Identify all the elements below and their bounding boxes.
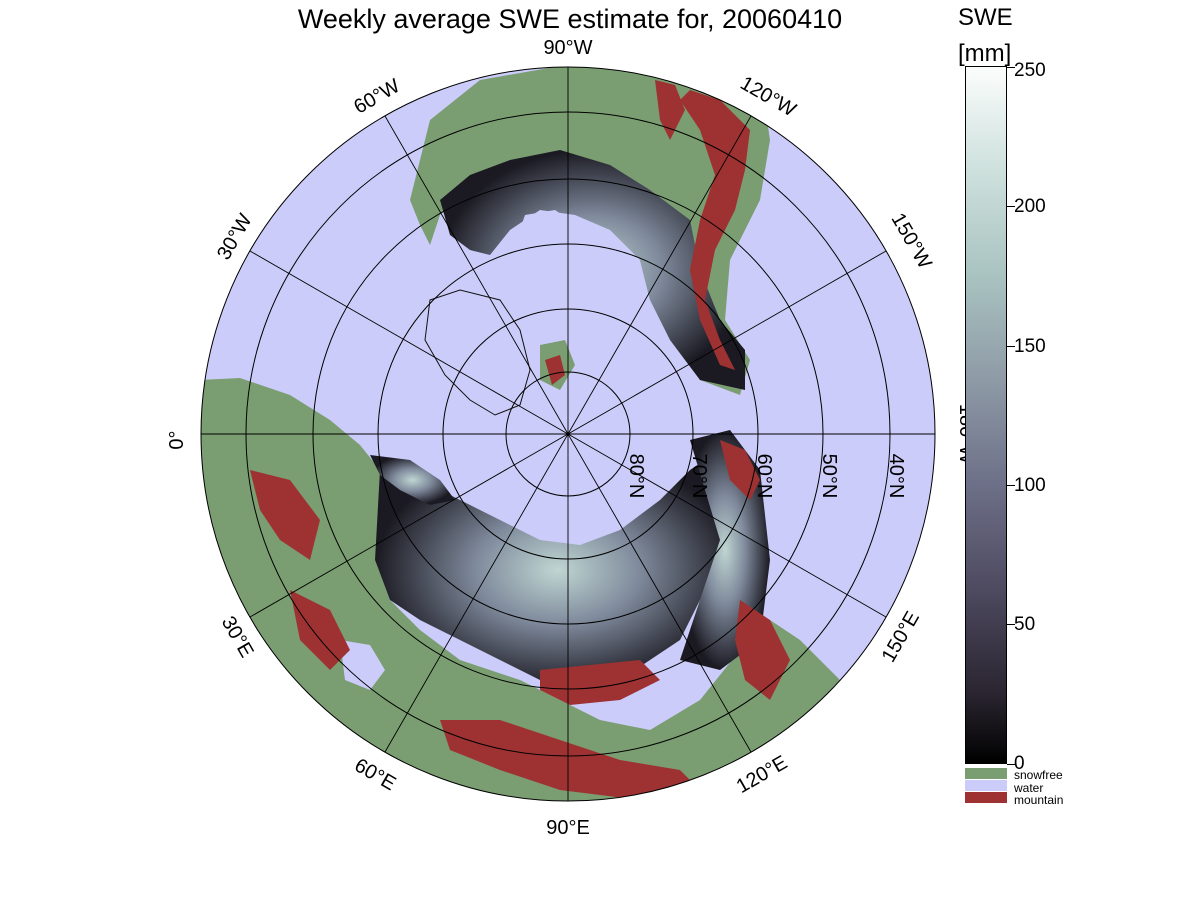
map-title: Weekly average SWE estimate for, 2006041… [297, 4, 843, 34]
eurasia-mountain-3 [250, 470, 320, 560]
colorbar-tick-150 [1007, 346, 1015, 347]
colorbar-label-250: 250 [1014, 60, 1046, 81]
lon-label-90e: 90°E [546, 817, 590, 839]
colorbar-tick-0 [1007, 764, 1015, 765]
colorbar-tick-100 [1007, 485, 1015, 486]
legend-swatch-snowfree [965, 768, 1007, 779]
arctic-mountain [545, 355, 565, 385]
inland-sea [340, 640, 385, 690]
lat-label-70n: 70°N [688, 454, 710, 499]
eurasia-snow [375, 450, 740, 690]
lat-label-80n: 80°N [625, 454, 647, 499]
east-asia-mountain [735, 600, 790, 700]
meridian-60e-120w [384, 115, 752, 753]
colorbar-label-150: 150 [1014, 336, 1046, 357]
colorbar-unit: [mm] [958, 40, 1012, 67]
pacific-coast-mountain [655, 80, 685, 140]
colorbar-tick-200 [1007, 206, 1015, 207]
lon-label-0: 0° [166, 430, 188, 449]
lat-label-60n: 60°N [753, 454, 775, 499]
eurasia-mountain-1 [440, 720, 700, 800]
colorbar-tick-50 [1007, 624, 1015, 625]
colorbar-tick-250 [1007, 67, 1015, 68]
legend-label-water: water [1014, 781, 1044, 795]
legend-swatch-mountain [965, 792, 1007, 803]
lon-label-150w: 150°W [887, 209, 936, 272]
colorbar-label-200: 200 [1014, 196, 1046, 217]
north-america-snow [440, 150, 745, 390]
kamchatka-mountain [720, 440, 760, 500]
eurasia-mountain-4 [290, 590, 350, 670]
lat-label-50n: 50°N [818, 454, 840, 499]
colorbar [965, 66, 1007, 764]
colorbar-label-0: 0 [1014, 753, 1025, 774]
scandinavia-snow [370, 455, 455, 505]
lat-label-40n: 40°N [885, 454, 907, 499]
legend-swatch-water [965, 780, 1007, 791]
lon-label-90w: 90°W [543, 37, 592, 59]
colorbar-label-50: 50 [1014, 614, 1036, 635]
greenland [424, 289, 531, 416]
eurasia-mountain-2 [540, 660, 660, 705]
lon-label-60e: 60°E [351, 754, 400, 795]
legend-label-mountain: mountain [1014, 793, 1064, 807]
colorbar-title: SWE [958, 4, 1013, 31]
europe-africa-land [201, 378, 860, 801]
lon-label-120e: 120°E [733, 752, 791, 798]
rockies-mountain [680, 90, 750, 370]
legend-label-snowfree: snowfree [1014, 768, 1063, 782]
colorbar-label-100: 100 [1014, 475, 1046, 496]
